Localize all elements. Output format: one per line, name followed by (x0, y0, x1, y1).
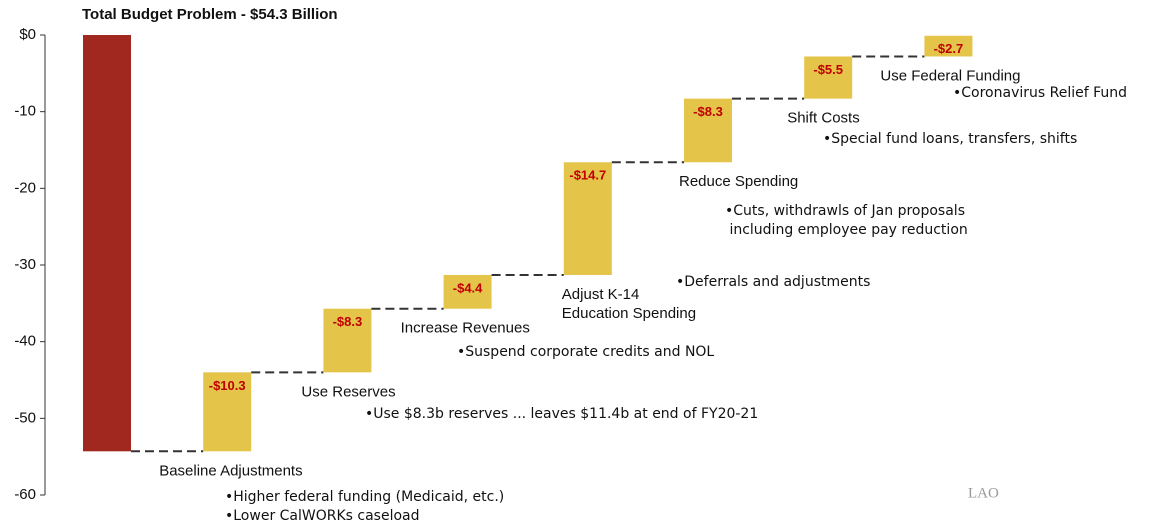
category-label: Baseline Adjustments (159, 462, 302, 479)
value-label: -$2.7 (934, 41, 964, 56)
y-tick-label: -60 (14, 486, 36, 503)
value-label: -$10.3 (209, 378, 246, 393)
bar (924, 35, 973, 57)
source-logo: LAO (968, 485, 999, 501)
bar (563, 162, 612, 275)
note: •Deferrals and adjustments (676, 274, 870, 290)
y-tick-label: -50 (14, 409, 36, 426)
category-label: Use Reserves (301, 383, 395, 400)
value-label: -$4.4 (453, 280, 483, 295)
value-label: -$14.7 (569, 168, 606, 183)
category-label: Adjust K-14 (562, 286, 640, 303)
note: •Cuts, withdrawls of Jan proposals (725, 203, 965, 219)
value-label: -$8.3 (333, 314, 363, 329)
value-label: -$8.3 (693, 104, 723, 119)
bar (323, 308, 372, 373)
total-bar (83, 35, 131, 452)
note: •Special fund loans, transfers, shifts (823, 131, 1077, 147)
category-label: Reduce Spending (679, 173, 798, 190)
category-label: Education Spending (562, 305, 696, 322)
chart-title: Total Budget Problem - $54.3 Billion (82, 6, 338, 23)
y-tick-label: $0 (19, 26, 36, 43)
bar (684, 98, 732, 163)
bar (804, 56, 853, 99)
bar (203, 372, 252, 452)
y-tick-label: -10 (14, 103, 36, 120)
note: •Higher federal funding (Medicaid, etc.) (225, 489, 504, 505)
note: •Suspend corporate credits and NOL (457, 344, 714, 360)
bar (443, 274, 492, 309)
category-label: Increase Revenues (401, 320, 530, 337)
category-label: Use Federal Funding (880, 67, 1020, 84)
note: •Lower CalWORKs caseload (225, 508, 420, 524)
y-tick-label: -20 (14, 179, 36, 196)
y-tick-label: -30 (14, 256, 36, 273)
note: •Coronavirus Relief Fund (953, 85, 1127, 101)
note: •Use $8.3b reserves ... leaves $11.4b at… (365, 406, 758, 422)
value-label: -$5.5 (813, 62, 843, 77)
y-tick-label: -40 (14, 333, 36, 350)
category-label: Shift Costs (787, 110, 860, 127)
note: including employee pay reduction (725, 222, 968, 238)
